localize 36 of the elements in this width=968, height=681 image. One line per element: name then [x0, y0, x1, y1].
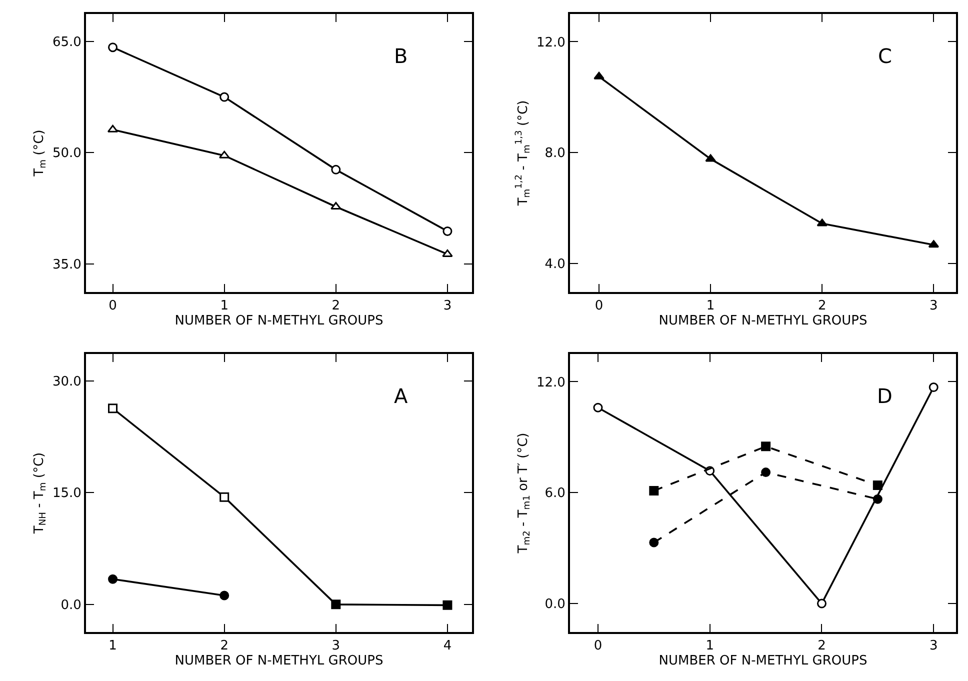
y-tick-label: 12.0 [536, 375, 566, 390]
annotation: C [878, 44, 892, 68]
y-tick-label: 65.0 [52, 34, 82, 50]
x-tick-label: 3 [929, 638, 938, 654]
x-tick-label: 2 [818, 298, 826, 314]
y-tick-label: 15.0 [52, 486, 82, 502]
x-tick-label: 0 [594, 638, 602, 654]
y-tick-label: 12.0 [536, 35, 566, 50]
x-tick-label: 3 [332, 638, 340, 654]
x-tick-label: 1 [706, 638, 714, 654]
y-tick-label: 0.0 [60, 598, 82, 613]
x-tick-label: 2 [818, 638, 826, 654]
x-tick-label: 1 [108, 638, 117, 654]
x-tick-label: 3 [930, 298, 938, 314]
x-axis-title: NUMBER OF N-METHYL GROUPS [658, 314, 868, 329]
x-tick-label: 2 [220, 638, 228, 654]
y-tick-label: 0.0 [544, 597, 566, 612]
annotation: A [394, 384, 408, 408]
annotation: B [394, 44, 408, 68]
y-tick-label: 8.0 [544, 146, 566, 162]
x-tick-label: 3 [443, 298, 452, 314]
y-tick-label: 30.0 [52, 374, 82, 390]
x-tick-label: 2 [332, 298, 340, 314]
x-axis-title: NUMBER OF N-METHYL GROUPS [174, 314, 384, 329]
x-axis-title: NUMBER OF N-METHYL GROUPS [174, 654, 384, 669]
y-tick-label: 35.0 [52, 257, 82, 272]
x-tick-label: 1 [220, 298, 228, 314]
x-tick-label: 0 [594, 298, 604, 314]
annotation: D [877, 384, 892, 408]
y-tick-label: 6.0 [544, 486, 566, 502]
x-axis-title: NUMBER OF N-METHYL GROUPS [658, 654, 868, 669]
x-tick-label: 4 [443, 638, 452, 654]
x-tick-label: 1 [706, 298, 715, 314]
x-tick-label: 0 [108, 298, 117, 314]
y-tick-label: 4.0 [544, 257, 566, 272]
y-tick-label: 50.0 [52, 146, 82, 162]
